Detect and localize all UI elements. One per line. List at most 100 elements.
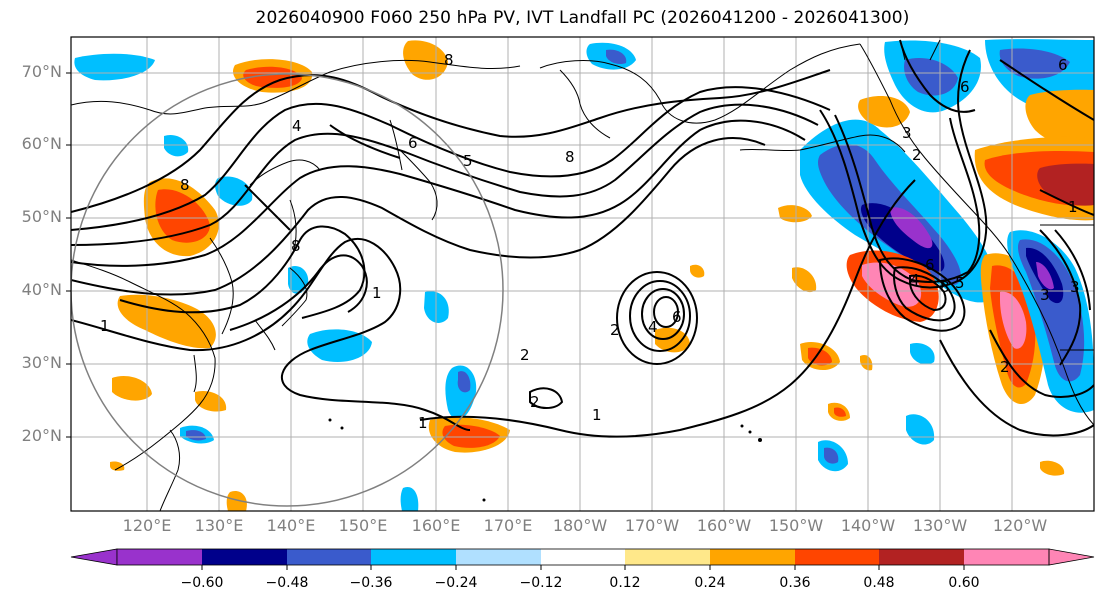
shade-china-coast <box>117 294 216 349</box>
shade-cutoff-orange <box>655 327 690 353</box>
pv-cutoff-2 <box>629 280 691 352</box>
contour-label: 2 <box>912 146 922 164</box>
pv-contour-5 <box>71 137 766 296</box>
lon-label-170e: 170°E <box>483 516 533 535</box>
coast-kamchatka <box>399 149 438 221</box>
lon-label-160e: 160°E <box>411 516 461 535</box>
contour-label: 8 <box>444 51 454 69</box>
shade-gulf-orange <box>778 205 812 223</box>
contour-label: 4 <box>910 271 920 289</box>
shade-hawaii-ne-blue <box>910 342 935 365</box>
contour-label: 3 <box>902 124 912 142</box>
shade-interior-purple <box>1036 262 1054 290</box>
contour-label: 5 <box>955 274 965 292</box>
contour-label: 8 <box>291 237 301 255</box>
contour-label: 6 <box>672 308 682 326</box>
shade-south-orange <box>226 490 247 511</box>
landfall-radius-circle <box>71 73 504 507</box>
colorbar-seg-1 <box>117 549 202 565</box>
contour-label: 1 <box>418 414 428 432</box>
pv-contours <box>71 39 1094 438</box>
coast-philippines <box>159 429 181 511</box>
contour-label: 4 <box>292 117 302 135</box>
colorbar-seg-11 <box>964 549 1049 565</box>
shade-scs-orange <box>112 375 152 401</box>
shade-interior-blue-mid <box>1018 239 1085 382</box>
pv-contour-south <box>419 179 916 438</box>
shade-kamchatka-n <box>403 40 448 80</box>
shade-subtrop-blue-core <box>824 447 839 464</box>
colorbar-seg-2 <box>202 549 287 565</box>
colorbar-seg-4 <box>371 549 456 565</box>
pv-contour-6 <box>71 237 471 431</box>
colorbar-tick-label: −0.24 <box>434 575 478 591</box>
lon-label-120e: 120°E <box>122 516 172 535</box>
shade-canada-orange <box>1025 89 1094 147</box>
lon-label-140e: 140°E <box>266 516 316 535</box>
lon-label-130e: 130°E <box>194 516 244 535</box>
lon-label-170w: 170°W <box>624 516 680 535</box>
pv-arctic-2 <box>999 59 1094 121</box>
coast-siberia <box>71 59 521 115</box>
coast-bering <box>559 69 611 139</box>
coast-honshu <box>281 267 308 327</box>
shade-offshore-pink <box>862 262 922 307</box>
colorbar-tick-label: 0.24 <box>694 575 726 591</box>
pv-small-loop <box>529 387 564 409</box>
lon-label-140w: 140°W <box>840 516 896 535</box>
lat-label-30n: 30°N <box>21 353 62 372</box>
pv-contour-4 <box>71 119 806 267</box>
coast-kyushu <box>254 319 276 351</box>
shade-hawaii-blue <box>906 414 935 445</box>
island-marks <box>328 418 762 502</box>
lat-label-20n: 20°N <box>21 426 62 445</box>
contour-label: 8 <box>940 278 950 296</box>
colorbar-seg-6 <box>541 549 625 565</box>
pv-trough-2 <box>834 114 981 283</box>
shade-gulf-orange2 <box>792 267 817 293</box>
lon-label-180w: 180°W <box>552 516 608 535</box>
shade-south-japan-blue <box>307 329 372 362</box>
contour-label: 1 <box>100 317 110 335</box>
shade-south-blue <box>400 486 419 511</box>
graticule <box>71 37 1094 511</box>
shade-sakhalin-blue <box>164 134 189 157</box>
pv-jet-b <box>244 184 291 231</box>
coast-taiwan <box>193 354 197 393</box>
pv-contour-2 <box>71 86 831 231</box>
shade-siberia-n-core <box>243 66 302 88</box>
coast-okhotsk <box>249 159 321 186</box>
shade-small-orange <box>110 461 125 471</box>
colorbar-ticks <box>201 565 965 570</box>
pv-ridge-east <box>1039 229 1082 366</box>
pv-trough-core-3 <box>909 274 947 312</box>
colorbar-tick-label: −0.48 <box>265 575 309 591</box>
contour-label: 2 <box>520 346 530 364</box>
colorbar-frame <box>116 548 1050 566</box>
shade-wpac-red <box>442 424 500 448</box>
colorbar-max-extend <box>1048 548 1095 566</box>
shade-gulf-alaska-navy <box>860 203 945 272</box>
colorbar-tick-label: 0.12 <box>609 575 641 591</box>
lon-label-120w: 120°W <box>992 516 1048 535</box>
pv-jet-a <box>329 124 401 159</box>
figure-title: 2026040900 F060 250 hPa PV, IVT Landfall… <box>255 8 910 28</box>
lat-label-40n: 40°N <box>21 280 62 299</box>
shade-philippines-blue-core <box>186 430 206 441</box>
lat-label-60n: 60°N <box>21 134 62 153</box>
contour-label: 2 <box>610 321 620 339</box>
shade-subtrop-orange3 <box>860 354 873 371</box>
contour-label: 2 <box>530 393 540 411</box>
colorbar-seg-9 <box>795 549 879 565</box>
coast-kamchatka-w <box>389 119 403 171</box>
pv-ridge-east-2 <box>1054 229 1091 311</box>
colorbar <box>70 548 1095 570</box>
colorbar-seg-7 <box>625 549 710 565</box>
map-frame <box>70 36 1095 512</box>
colorbar-seg-5 <box>456 549 541 565</box>
shade-westcoast-pink <box>1000 291 1027 349</box>
pv-contour-7 <box>119 225 366 319</box>
pv-trough-south-2 <box>989 329 1094 398</box>
pv-contour-outer <box>71 69 831 213</box>
